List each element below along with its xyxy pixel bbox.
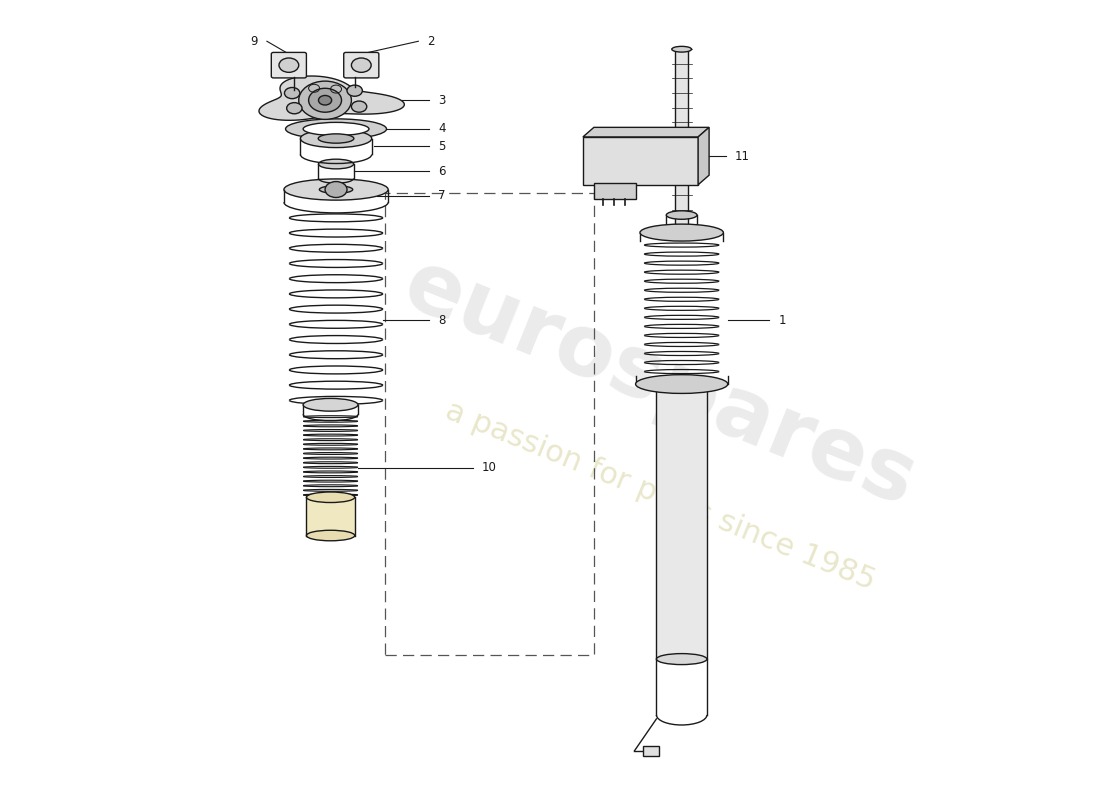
- Text: 9: 9: [251, 34, 258, 48]
- Ellipse shape: [300, 130, 372, 147]
- Ellipse shape: [657, 378, 707, 390]
- Ellipse shape: [319, 186, 353, 194]
- Ellipse shape: [286, 119, 386, 139]
- Ellipse shape: [284, 179, 388, 200]
- Text: 11: 11: [735, 150, 749, 162]
- Ellipse shape: [636, 374, 728, 394]
- Text: 2: 2: [427, 34, 434, 48]
- Circle shape: [351, 58, 371, 72]
- Text: 5: 5: [438, 140, 446, 153]
- Ellipse shape: [667, 211, 697, 219]
- Ellipse shape: [318, 134, 354, 143]
- FancyBboxPatch shape: [272, 53, 307, 78]
- Polygon shape: [258, 76, 405, 120]
- Bar: [583, 137, 698, 185]
- Circle shape: [319, 95, 332, 105]
- Polygon shape: [698, 127, 710, 185]
- Text: eurospares: eurospares: [392, 243, 928, 525]
- Text: 6: 6: [438, 165, 446, 178]
- Polygon shape: [583, 127, 710, 137]
- Bar: [594, 183, 636, 199]
- Circle shape: [326, 182, 346, 198]
- Bar: [644, 746, 659, 755]
- Ellipse shape: [672, 46, 692, 52]
- Bar: [385, 193, 594, 655]
- Circle shape: [346, 85, 362, 96]
- Ellipse shape: [640, 224, 724, 241]
- Text: 8: 8: [438, 314, 446, 326]
- Circle shape: [279, 58, 299, 72]
- Ellipse shape: [319, 159, 353, 169]
- Circle shape: [299, 81, 351, 119]
- Circle shape: [287, 102, 303, 114]
- Circle shape: [351, 101, 366, 112]
- Circle shape: [309, 88, 341, 112]
- Ellipse shape: [307, 492, 354, 502]
- Ellipse shape: [304, 398, 358, 411]
- Text: a passion for parts since 1985: a passion for parts since 1985: [440, 396, 879, 595]
- Ellipse shape: [304, 122, 368, 135]
- Ellipse shape: [657, 654, 707, 665]
- FancyBboxPatch shape: [343, 53, 378, 78]
- Bar: [307, 498, 354, 535]
- Bar: [657, 384, 707, 659]
- Text: 3: 3: [438, 94, 446, 106]
- Text: 7: 7: [438, 190, 446, 202]
- Circle shape: [285, 87, 300, 98]
- Text: 10: 10: [482, 462, 497, 474]
- Text: 4: 4: [438, 122, 446, 135]
- Text: 1: 1: [778, 314, 785, 326]
- Ellipse shape: [307, 530, 354, 541]
- Bar: [675, 50, 689, 225]
